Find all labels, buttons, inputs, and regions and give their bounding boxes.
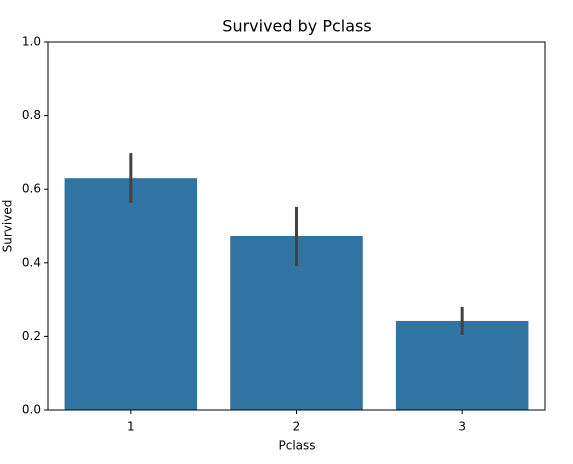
x-tick-label: 2 bbox=[293, 420, 301, 434]
chart-title: Survived by Pclass bbox=[222, 17, 371, 36]
x-axis-label: Pclass bbox=[278, 439, 315, 453]
y-tick-label: 0.8 bbox=[22, 108, 41, 122]
y-tick-label: 0.0 bbox=[22, 403, 41, 417]
bar bbox=[64, 178, 198, 410]
y-tick-label: 1.0 bbox=[22, 35, 41, 49]
bar bbox=[395, 320, 529, 410]
y-tick-label: 0.6 bbox=[22, 182, 41, 196]
y-tick-label: 0.2 bbox=[22, 329, 41, 343]
plot-frame bbox=[47, 41, 546, 411]
x-tick-label: 3 bbox=[458, 420, 466, 434]
x-tick-label: 1 bbox=[127, 420, 135, 434]
y-tick-label: 0.4 bbox=[22, 255, 41, 269]
y-axis-label: Survived bbox=[1, 200, 15, 253]
